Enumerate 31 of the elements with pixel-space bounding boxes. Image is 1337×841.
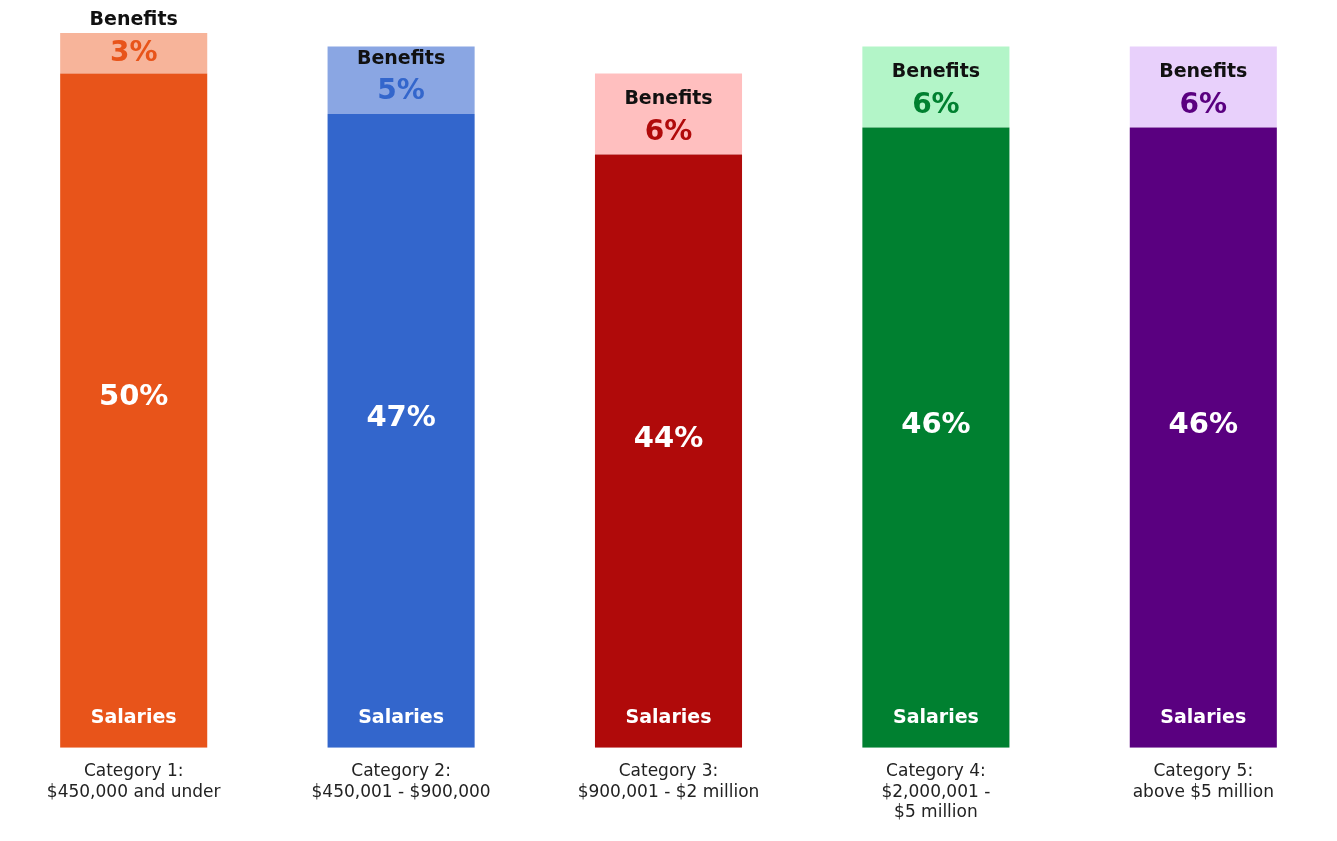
- x-tick-label: Category 3: $900,001 - $2 million: [577, 760, 760, 801]
- text: Salaries: [625, 704, 712, 727]
- bar: [594, 154, 743, 748]
- data-label: 5%: [377, 73, 425, 107]
- text: Benefits: [1159, 59, 1248, 82]
- text: Salaries: [358, 704, 445, 727]
- text: Benefits: [624, 86, 713, 109]
- data-label: 6%: [644, 113, 693, 147]
- x-tick-label: Category 2: $450,001 - $900,000: [311, 760, 491, 801]
- data-label: 47%: [366, 398, 436, 433]
- text: Salaries: [892, 704, 979, 727]
- text: Benefits: [891, 59, 981, 82]
- data-label: 6%: [912, 86, 960, 120]
- bar: [1129, 127, 1277, 748]
- bar: [327, 113, 475, 748]
- bar: [60, 73, 208, 748]
- data-label: 46%: [901, 405, 971, 440]
- x-tick-label: Category 4: $2,000,001 - $5 million: [881, 760, 991, 822]
- x-tick-label: Category 5: above $5 million: [1132, 760, 1274, 801]
- bar: [862, 127, 1010, 748]
- data-label: 44%: [633, 419, 704, 454]
- data-label: 46%: [1168, 405, 1239, 440]
- series-label: Benefits: [356, 45, 446, 68]
- text: Benefits: [89, 7, 178, 30]
- series-label: Salaries: [90, 704, 177, 727]
- data-label: 50%: [98, 377, 169, 412]
- x-tick-label: Category 1: $450,000 and under: [46, 760, 221, 801]
- text: Salaries: [1160, 704, 1247, 727]
- data-label: 6%: [1179, 86, 1228, 120]
- bar: [60, 33, 208, 74]
- data-label: 3%: [109, 34, 158, 68]
